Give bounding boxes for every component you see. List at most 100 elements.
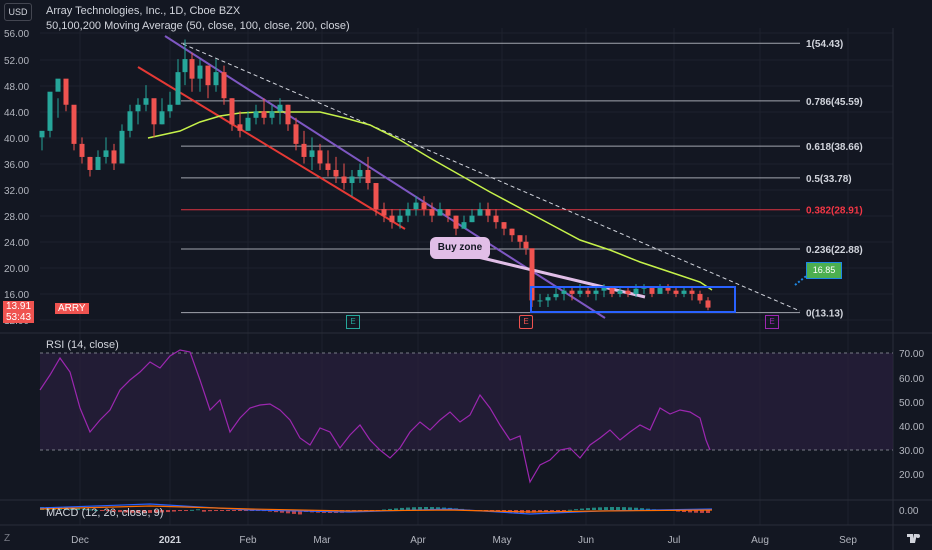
candle-body xyxy=(253,111,259,118)
macd-histogram-bar xyxy=(226,510,230,511)
candle-body xyxy=(501,222,507,229)
candle-body xyxy=(445,209,451,216)
macd-histogram-bar xyxy=(142,510,146,513)
fib-level-label: 0.786(45.59) xyxy=(806,97,863,108)
candle-body xyxy=(413,202,419,210)
candle-body xyxy=(493,215,499,223)
macd-histogram-bar xyxy=(574,509,578,511)
macd-histogram-bar xyxy=(634,507,638,510)
moving-average-line xyxy=(147,111,713,291)
macd-histogram-bar xyxy=(556,510,560,511)
macd-histogram-bar xyxy=(220,510,224,511)
channel-lower-line xyxy=(137,66,406,230)
macd-histogram-bar xyxy=(544,510,548,512)
candle-body xyxy=(55,78,61,92)
price-tick-label: 28.00 xyxy=(4,212,29,223)
tradingview-logo-icon[interactable] xyxy=(906,531,922,545)
candle-body xyxy=(135,104,141,112)
ticker-tag: ARRY xyxy=(55,303,89,314)
candle-body xyxy=(673,290,679,294)
candle-body xyxy=(87,156,93,170)
time-tick-label: Aug xyxy=(751,535,769,546)
candle-body xyxy=(127,111,133,131)
candle-body xyxy=(389,215,395,223)
candle-body xyxy=(649,287,655,294)
earnings-marker-past[interactable]: E xyxy=(346,315,360,329)
rsi-tick-label: 60.00 xyxy=(899,374,924,385)
buy-zone-callout[interactable]: Buy zone xyxy=(430,237,490,259)
macd-histogram-bar xyxy=(124,510,128,513)
candle-body xyxy=(205,65,211,86)
candle-body xyxy=(641,287,647,289)
time-tick-label: Jul xyxy=(668,535,681,546)
fib-level-label: 1(54.43) xyxy=(806,39,843,50)
macd-histogram-bar xyxy=(616,507,620,510)
macd-histogram-bar xyxy=(106,510,110,512)
candle-body xyxy=(689,290,695,294)
candle-body xyxy=(569,290,575,294)
price-tick-label: 20.00 xyxy=(4,264,29,275)
fib-level-label: 0.382(28.91) xyxy=(806,206,863,217)
currency-badge[interactable]: USD xyxy=(4,3,32,21)
earnings-marker-upcoming[interactable]: E xyxy=(765,315,779,329)
candle-body xyxy=(553,293,559,298)
macd-histogram-bar xyxy=(172,510,176,512)
indicator-legend[interactable]: 50,100,200 Moving Average (50, close, 10… xyxy=(46,20,350,32)
candle-body xyxy=(285,104,291,125)
macd-histogram-bar xyxy=(130,510,134,513)
candle-body xyxy=(397,215,403,223)
time-axis: Dec 2021 Feb Mar Apr May Jun Jul Aug Sep xyxy=(71,535,857,546)
candle-body xyxy=(175,72,181,105)
candle-body xyxy=(103,150,109,157)
macd-histogram-bar xyxy=(622,507,626,510)
candle-body xyxy=(593,290,599,294)
candle-body xyxy=(585,290,591,294)
target-price-tag[interactable]: 16.85 xyxy=(806,262,842,279)
candle-body xyxy=(47,91,53,131)
macd-histogram-bar xyxy=(190,509,194,511)
macd-tick-label: 0.00 xyxy=(899,506,919,517)
macd-histogram-bar xyxy=(640,508,644,510)
price-tick-label: 40.00 xyxy=(4,134,29,145)
candle-body xyxy=(421,202,427,210)
current-price-tag: 13.91 xyxy=(3,301,35,312)
candle-body xyxy=(71,104,77,144)
macd-histogram-bar xyxy=(706,510,710,513)
macd-histogram-bar xyxy=(586,508,590,510)
candle-body xyxy=(601,287,607,291)
candle-body xyxy=(325,163,331,170)
candle-body xyxy=(39,130,45,138)
candle-body xyxy=(429,209,435,216)
macd-histogram-bar xyxy=(628,507,632,510)
candle-body xyxy=(197,65,203,79)
macd-histogram-bar xyxy=(214,510,218,511)
channel-upper-line xyxy=(164,35,606,319)
candle-body xyxy=(293,124,299,144)
rsi-legend[interactable]: RSI (14, close) xyxy=(46,339,119,351)
macd-pane xyxy=(39,503,713,515)
time-tick-label: Sep xyxy=(839,535,857,546)
macd-histogram-bar xyxy=(148,510,152,513)
time-tick-label: May xyxy=(493,535,512,546)
candle-body xyxy=(509,228,515,236)
candlesticks xyxy=(39,39,711,311)
ma50-line xyxy=(147,111,713,291)
fib-level-label: 0.618(38.66) xyxy=(806,142,863,153)
candle-body xyxy=(333,169,339,177)
earnings-marker-recent[interactable]: E xyxy=(519,315,533,329)
time-tick-label: Dec xyxy=(71,535,89,546)
macd-histogram-bar xyxy=(184,510,188,511)
macd-histogram-bar xyxy=(196,509,200,511)
timezone-icon[interactable]: Z xyxy=(4,533,11,544)
candle-body xyxy=(697,293,703,301)
macd-histogram-bar xyxy=(388,508,392,510)
trend-lines xyxy=(137,35,811,319)
fib-level-label: 0.236(22.88) xyxy=(806,245,863,256)
macd-histogram-bar xyxy=(280,510,284,513)
macd-histogram-bar xyxy=(406,507,410,510)
macd-histogram-bar xyxy=(292,510,296,514)
macd-legend[interactable]: MACD (12, 26, close, 9) xyxy=(46,507,164,519)
macd-histogram-bar xyxy=(688,510,692,513)
candle-body xyxy=(373,183,379,210)
